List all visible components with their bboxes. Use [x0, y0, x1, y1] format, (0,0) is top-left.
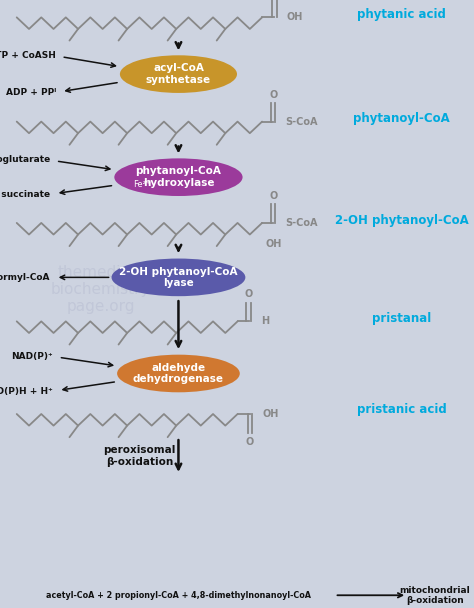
Text: 2-OH phytanoyl-CoA: 2-OH phytanoyl-CoA [335, 213, 468, 227]
Text: S-CoA: S-CoA [285, 218, 318, 228]
Text: 2-OH phytanoyl-CoA
lyase: 2-OH phytanoyl-CoA lyase [119, 266, 237, 288]
Text: OH: OH [265, 239, 282, 249]
Ellipse shape [117, 354, 240, 392]
Text: peroxisomal
β-oxidation: peroxisomal β-oxidation [103, 445, 175, 468]
Text: O: O [246, 437, 254, 447]
Text: ATP + CoASH: ATP + CoASH [0, 51, 56, 60]
Text: H: H [261, 316, 269, 326]
Text: formyl-CoA: formyl-CoA [0, 273, 50, 282]
Text: themedical
biochemistry
page.org: themedical biochemistry page.org [51, 264, 150, 314]
Text: O: O [245, 289, 253, 299]
Text: acyl-CoA
synthetase: acyl-CoA synthetase [146, 63, 211, 85]
Text: phytanic acid: phytanic acid [357, 8, 446, 21]
Text: O: O [269, 89, 277, 100]
Ellipse shape [111, 258, 246, 296]
Text: mitochondrial
β-oxidation: mitochondrial β-oxidation [400, 586, 470, 605]
Text: Fe²⁺: Fe²⁺ [134, 180, 151, 189]
Text: ADP + PPᴵ: ADP + PPᴵ [6, 88, 56, 97]
Text: NAD(P)H + H⁺: NAD(P)H + H⁺ [0, 387, 53, 396]
Text: O: O [269, 191, 277, 201]
Text: phytanoyl-CoA
hydroxylase: phytanoyl-CoA hydroxylase [136, 167, 221, 188]
Text: S-CoA: S-CoA [285, 117, 318, 126]
Text: aldehyde
dehydrogenase: aldehyde dehydrogenase [133, 363, 224, 384]
Text: O₂ + 2-oxoglutarate: O₂ + 2-oxoglutarate [0, 155, 50, 164]
Text: NAD(P)⁺: NAD(P)⁺ [11, 351, 53, 361]
Text: phytanoyl-CoA: phytanoyl-CoA [353, 112, 450, 125]
Text: pristanic acid: pristanic acid [356, 404, 447, 416]
Text: acetyl-CoA + 2 propionyl-CoA + 4,8-dimethylnonanoyl-CoA: acetyl-CoA + 2 propionyl-CoA + 4,8-dimet… [46, 591, 311, 599]
Text: OH: OH [262, 409, 278, 419]
Text: OH: OH [287, 12, 303, 22]
Ellipse shape [120, 55, 237, 93]
Ellipse shape [114, 158, 243, 196]
Text: pristanal: pristanal [372, 312, 431, 325]
Text: CO₂ + succinate: CO₂ + succinate [0, 190, 50, 199]
